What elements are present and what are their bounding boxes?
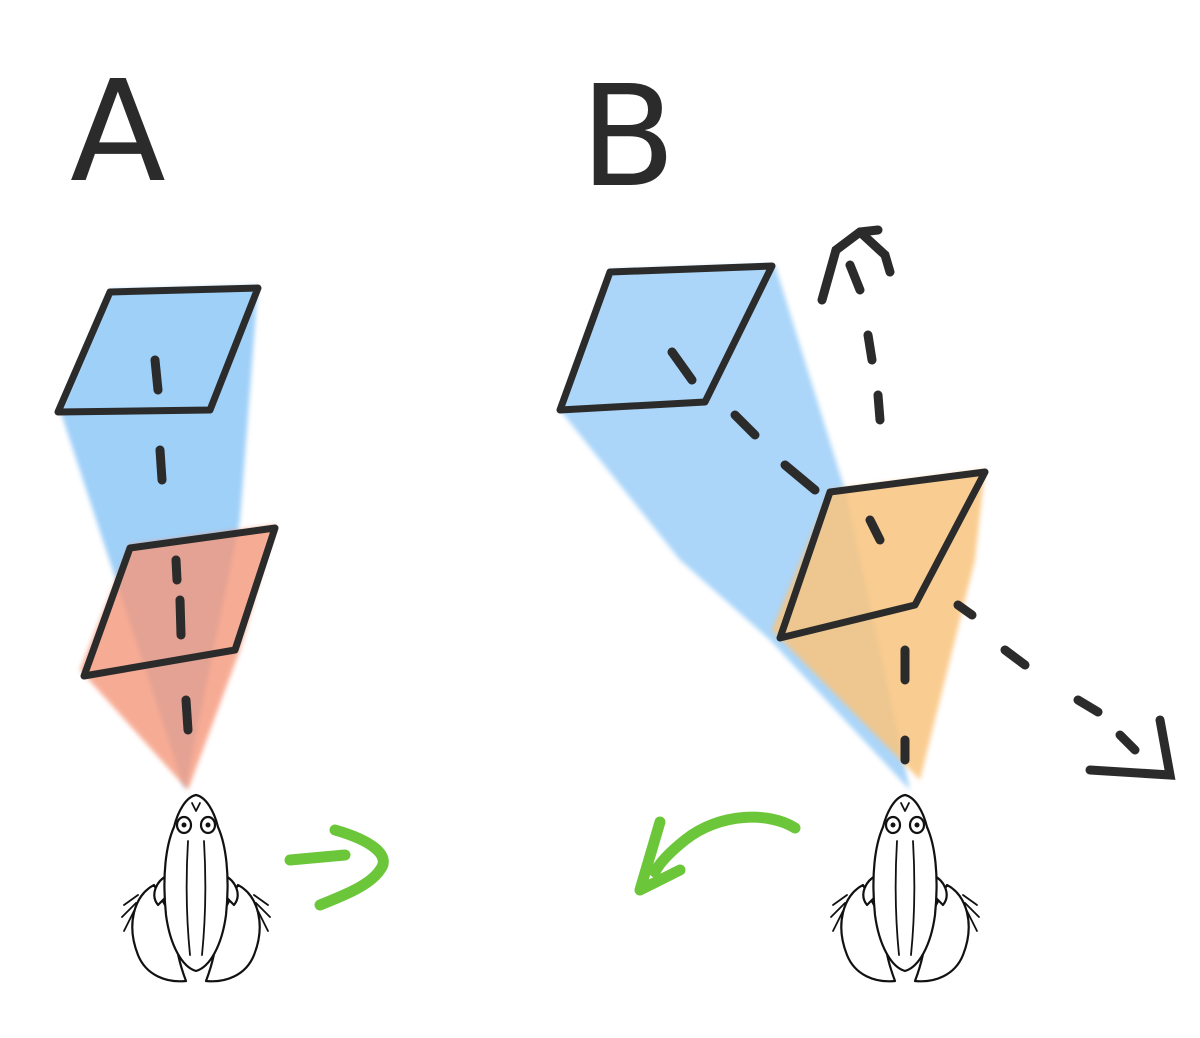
frog-icon [829,793,981,983]
svg-text:B: B [580,56,676,219]
gaze-line-a [150,355,193,735]
near-target-square-b [776,468,989,642]
rotation-arrow-down [953,600,1176,780]
panel-label-b: B [580,56,676,219]
far-target-square-a [54,284,262,416]
panel-a [54,284,389,983]
svg-text:A: A [70,51,166,214]
right-turn-arrow [284,824,389,911]
panel-label-a: A [70,51,166,214]
panel-b [556,225,1176,983]
near-target-cone-b [772,470,985,780]
frog-icon [120,793,272,983]
left-turn-arrow [634,811,801,896]
far-target-square-b [556,262,776,414]
rotation-arrow-up [817,225,895,425]
gaze-line-b [667,347,910,765]
near-target-square-a [80,524,279,680]
